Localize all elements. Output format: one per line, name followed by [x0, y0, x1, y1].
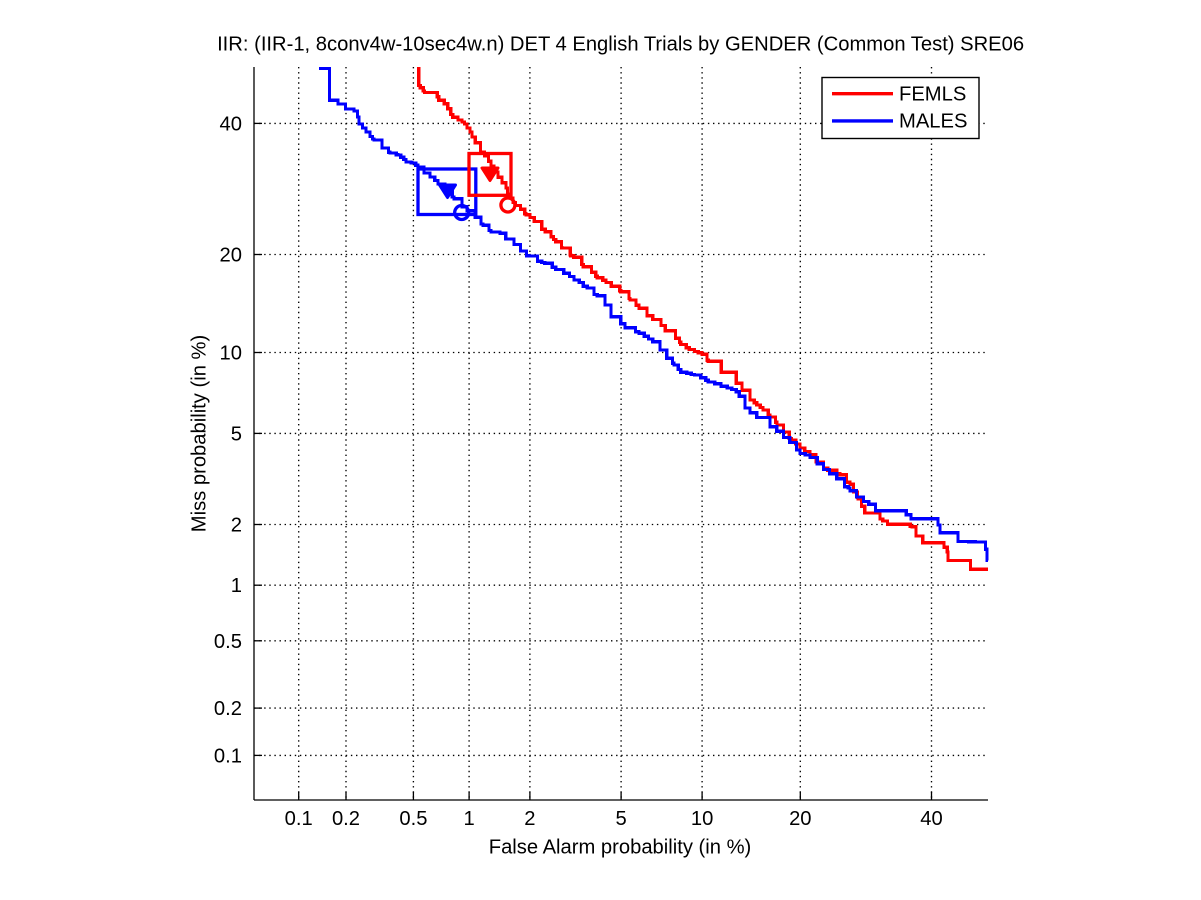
svg-text:1: 1: [231, 575, 242, 597]
svg-text:1: 1: [463, 808, 474, 830]
svg-text:5: 5: [231, 423, 242, 445]
svg-text:IIR: (IIR-1, 8conv4w-10sec4w.n: IIR: (IIR-1, 8conv4w-10sec4w.n) DET 4 En…: [217, 33, 1024, 55]
svg-text:2: 2: [231, 515, 242, 537]
svg-text:0.5: 0.5: [214, 631, 242, 653]
svg-text:0.1: 0.1: [214, 745, 242, 767]
svg-text:FEMLS: FEMLS: [899, 83, 966, 105]
svg-text:20: 20: [789, 808, 811, 830]
svg-text:20: 20: [220, 245, 242, 267]
svg-text:0.2: 0.2: [332, 808, 360, 830]
svg-text:Miss probability (in %): Miss probability (in %): [189, 335, 211, 532]
svg-text:10: 10: [691, 808, 713, 830]
svg-text:5: 5: [615, 808, 626, 830]
svg-text:2: 2: [524, 808, 535, 830]
svg-text:40: 40: [220, 113, 242, 135]
svg-text:False Alarm probability (in %): False Alarm probability (in %): [489, 837, 752, 859]
svg-text:0.2: 0.2: [214, 698, 242, 720]
svg-text:40: 40: [920, 808, 942, 830]
svg-text:10: 10: [220, 343, 242, 365]
svg-text:0.1: 0.1: [285, 808, 313, 830]
svg-text:0.5: 0.5: [399, 808, 427, 830]
svg-text:MALES: MALES: [899, 111, 967, 133]
